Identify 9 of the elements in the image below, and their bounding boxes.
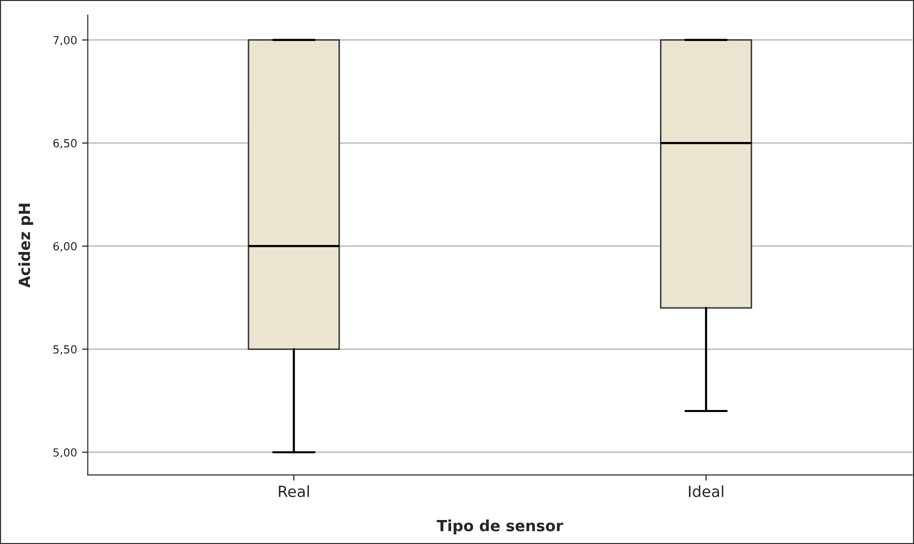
- y-tick-label: 6,00: [53, 242, 77, 252]
- x-axis-title: Tipo de sensor: [436, 520, 564, 534]
- x-tick-label: Real: [278, 485, 309, 498]
- y-tick-label: 5,50: [53, 345, 77, 355]
- y-axis-title: Acidez pH: [18, 204, 34, 288]
- y-tick-label: 5,00: [53, 448, 77, 458]
- y-tick-label: 7,00: [54, 36, 77, 46]
- y-tick-label: 6,50: [53, 139, 77, 149]
- x-tick-label: Ideal: [688, 485, 724, 498]
